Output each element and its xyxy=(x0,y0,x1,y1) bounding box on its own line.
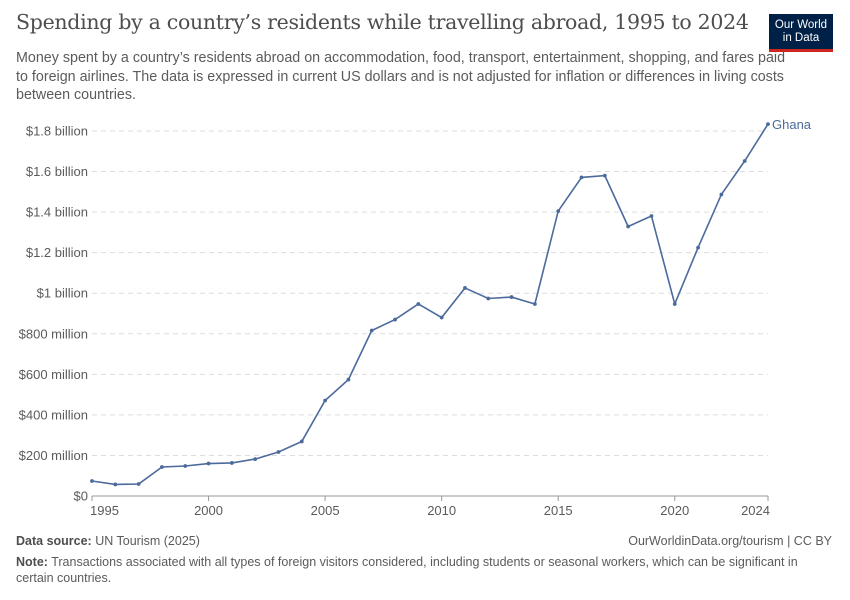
series-label: Ghana xyxy=(772,117,812,132)
data-point xyxy=(696,245,700,250)
data-point xyxy=(766,122,770,127)
data-point xyxy=(672,302,677,306)
x-tick-label: 2005 xyxy=(311,503,340,518)
data-point xyxy=(393,317,397,322)
data-source: Data source: UN Tourism (2025) xyxy=(16,534,200,548)
y-tick-label: $1.6 billion xyxy=(26,164,88,179)
y-tick-label: $200 million xyxy=(19,448,88,463)
source-label: Data source: xyxy=(16,534,92,548)
note-text: Transactions associated with all types o… xyxy=(16,555,798,585)
data-point xyxy=(136,482,141,486)
data-point xyxy=(183,464,188,468)
x-tick-label: 2015 xyxy=(544,503,573,518)
data-point xyxy=(229,461,234,465)
x-tick-label: 2024 xyxy=(741,503,770,518)
chart-subtitle: Money spent by a country’s residents abr… xyxy=(16,50,786,103)
data-point xyxy=(742,159,747,163)
data-point xyxy=(556,209,561,213)
note-label: Note: xyxy=(16,555,48,569)
x-tick-label: 2010 xyxy=(427,503,456,518)
chart-title: Spending by a country’s residents while … xyxy=(16,10,749,34)
data-point xyxy=(486,296,491,301)
y-tick-label: $1 billion xyxy=(37,286,88,301)
y-tick-label: $600 million xyxy=(19,367,88,382)
data-point xyxy=(416,302,421,306)
y-tick-label: $400 million xyxy=(19,407,88,422)
url-license[interactable]: OurWorldinData.org/tourism | CC BY xyxy=(628,534,832,548)
data-point xyxy=(299,439,304,444)
data-point xyxy=(509,295,514,299)
y-tick-label: $1.2 billion xyxy=(26,245,88,260)
owid-logo[interactable]: Our World in Data xyxy=(769,14,833,52)
x-tick-label: 2020 xyxy=(660,503,689,518)
data-point xyxy=(626,224,631,229)
data-point xyxy=(439,315,444,320)
y-tick-label: $800 million xyxy=(19,326,88,341)
y-tick-label: $0 xyxy=(74,489,88,504)
x-tick-label: 2000 xyxy=(194,503,223,518)
data-point xyxy=(113,482,118,487)
data-point xyxy=(90,479,94,483)
note: Note: Transactions associated with all t… xyxy=(16,554,826,586)
data-point xyxy=(253,457,258,461)
series-line-ghana xyxy=(91,123,769,486)
data-point xyxy=(323,398,328,403)
x-tick-label: 1995 xyxy=(90,503,119,518)
data-point xyxy=(602,173,607,178)
data-point xyxy=(276,450,281,454)
data-point xyxy=(369,328,374,333)
data-point xyxy=(579,175,584,180)
data-point xyxy=(532,302,537,306)
y-tick-label: $1.8 billion xyxy=(26,124,88,139)
data-point xyxy=(649,214,654,218)
data-point xyxy=(719,192,724,197)
data-point xyxy=(346,377,351,382)
source-link[interactable]: UN Tourism (2025) xyxy=(95,534,200,548)
data-point xyxy=(463,286,467,290)
y-tick-label: $1.4 billion xyxy=(26,205,88,220)
data-point xyxy=(160,465,164,469)
data-point xyxy=(206,461,211,466)
